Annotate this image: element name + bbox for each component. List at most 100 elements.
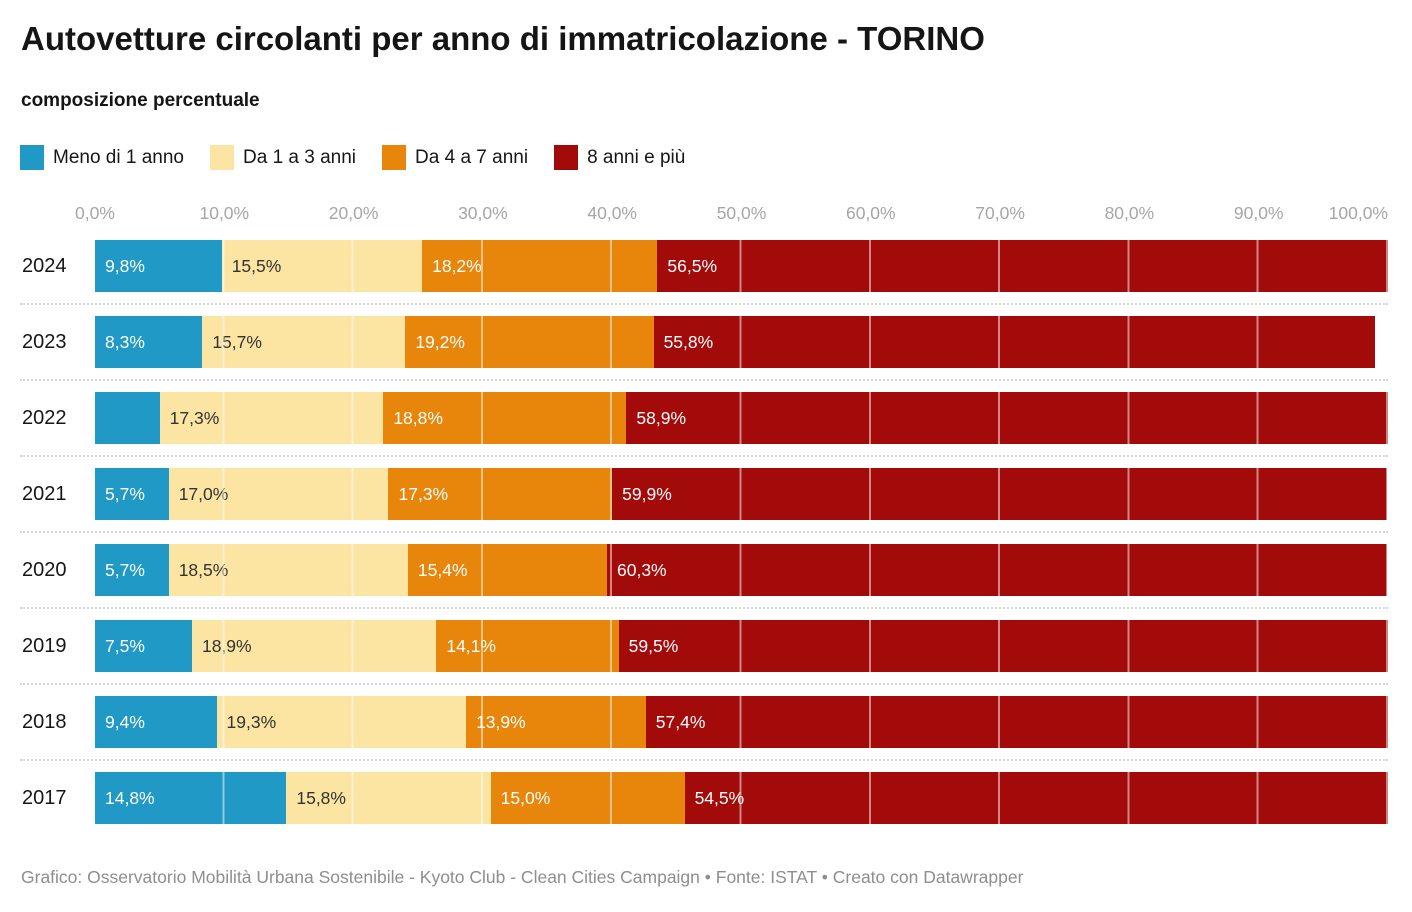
legend-item-da-4-a-7-anni: Da 4 a 7 anni: [382, 145, 528, 170]
legend-item-da-1-a-3-anni: Da 1 a 3 anni: [210, 145, 356, 170]
row-separator: [20, 379, 1388, 381]
bar-track: 17,3% 18,8% 58,9%: [95, 392, 1388, 444]
segment-value-label: 15,7%: [212, 331, 262, 352]
row-separator: [20, 683, 1388, 685]
segment-value-label: 14,8%: [105, 787, 155, 808]
bar-segment-da-1-a-3-anni[interactable]: 15,7%: [202, 316, 406, 368]
legend: Meno di 1 anno Da 1 a 3 anni Da 4 a 7 an…: [20, 145, 685, 170]
bar-segment-da-1-a-3-anni[interactable]: 18,5%: [168, 544, 408, 596]
bar-segment-da-1-a-3-anni[interactable]: 17,0%: [168, 468, 389, 520]
x-axis: 0,0% 10,0% 20,0% 30,0% 40,0% 50,0% 60,0%…: [75, 203, 1388, 227]
bar-segment-meno-di-1-anno[interactable]: 14,8%: [95, 772, 287, 824]
segment-value-label: 15,5%: [231, 255, 282, 276]
row-separator: [20, 455, 1388, 457]
bar-row-2019: 2019 7,5% 18,9% 14,1% 59,5%: [0, 620, 1412, 672]
segment-value-label: 15,8%: [296, 787, 346, 808]
legend-item-8-anni-e-piu: 8 anni e più: [554, 145, 685, 170]
page-subtitle: composizione percentuale: [21, 90, 260, 111]
segment-value-label: 19,2%: [415, 331, 465, 352]
bar-row-2018: 2018 9,4% 19,3% 13,9% 57,4%: [0, 696, 1412, 748]
bar-segment-8-anni-e-piu[interactable]: 58,9%: [626, 392, 1388, 444]
bar-segment-meno-di-1-anno[interactable]: 9,8%: [95, 240, 222, 292]
segment-value-label: 59,5%: [628, 635, 679, 656]
bar-segment-da-1-a-3-anni[interactable]: 17,3%: [159, 392, 384, 444]
bar-track: 9,8% 15,5% 18,2% 56,5%: [95, 240, 1388, 292]
bar-segment-da-1-a-3-anni[interactable]: 19,3%: [216, 696, 467, 748]
year-label: 2021: [22, 482, 67, 505]
legend-swatch-orange-icon: [382, 145, 407, 170]
segment-value-label: 17,3%: [169, 407, 220, 428]
bar-segment-da-4-a-7-anni[interactable]: 17,3%: [388, 468, 613, 520]
axis-tick: 90,0%: [1233, 203, 1284, 223]
bar-track: 7,5% 18,9% 14,1% 59,5%: [95, 620, 1388, 672]
bar-segment-8-anni-e-piu[interactable]: 54,5%: [684, 772, 1388, 824]
bar-segment-meno-di-1-anno[interactable]: 8,3%: [95, 316, 203, 368]
axis-tick: 70,0%: [975, 203, 1025, 223]
bar-segment-8-anni-e-piu[interactable]: 59,5%: [618, 620, 1388, 672]
bar-segment-meno-di-1-anno[interactable]: [95, 392, 160, 444]
axis-tick: 20,0%: [328, 203, 379, 223]
bar-segment-8-anni-e-piu[interactable]: 60,3%: [607, 544, 1387, 596]
bar-segment-da-4-a-7-anni[interactable]: 13,9%: [466, 696, 646, 748]
page-title: Autovetture circolanti per anno di immat…: [21, 20, 985, 57]
segment-value-label: 18,5%: [178, 559, 229, 580]
legend-label: 8 anni e più: [587, 146, 686, 168]
row-separator: [20, 607, 1388, 609]
bar-segment-meno-di-1-anno[interactable]: 9,4%: [95, 696, 217, 748]
segment-value-label: 13,9%: [476, 711, 526, 732]
bar-track: 9,4% 19,3% 13,9% 57,4%: [95, 696, 1388, 748]
segment-value-label: 18,8%: [393, 407, 443, 428]
year-label: 2024: [22, 254, 67, 277]
bar-segment-da-4-a-7-anni[interactable]: 18,2%: [422, 240, 658, 292]
axis-tick: 0,0%: [75, 203, 115, 223]
segment-value-label: 59,9%: [622, 483, 672, 504]
segment-value-label: 18,9%: [201, 635, 252, 656]
segment-value-label: 7,5%: [105, 635, 145, 656]
segment-value-label: 8,3%: [105, 331, 145, 352]
year-label: 2022: [22, 406, 67, 429]
segment-value-label: 5,7%: [105, 483, 145, 504]
legend-label: Da 4 a 7 anni: [415, 146, 529, 168]
segment-value-label: 14,1%: [446, 635, 496, 656]
year-label: 2019: [22, 634, 67, 657]
segment-value-label: 54,5%: [694, 787, 745, 808]
segment-value-label: 17,0%: [178, 483, 229, 504]
bar-segment-da-1-a-3-anni[interactable]: 15,5%: [221, 240, 423, 292]
bar-segment-da-4-a-7-anni[interactable]: 15,0%: [490, 772, 685, 824]
segment-value-label: 55,8%: [663, 331, 714, 352]
legend-label: Meno di 1 anno: [53, 146, 184, 168]
bar-segment-meno-di-1-anno[interactable]: 5,7%: [95, 544, 169, 596]
legend-swatch-red-icon: [554, 145, 579, 170]
year-label: 2023: [22, 330, 67, 353]
bar-segment-da-1-a-3-anni[interactable]: 15,8%: [286, 772, 491, 824]
bar-segment-da-1-a-3-anni[interactable]: 18,9%: [191, 620, 437, 672]
bar-segment-da-4-a-7-anni[interactable]: 18,8%: [383, 392, 627, 444]
bar-row-2020: 2020 5,7% 18,5% 15,4% 60,3%: [0, 544, 1412, 596]
bar-segment-8-anni-e-piu[interactable]: 56,5%: [657, 240, 1388, 292]
bar-track: 14,8% 15,8% 15,0% 54,5%: [95, 772, 1388, 824]
bar-track: 5,7% 17,0% 17,3% 59,9%: [95, 468, 1388, 520]
segment-value-label: 15,0%: [500, 787, 551, 808]
bar-segment-da-4-a-7-anni[interactable]: 15,4%: [407, 544, 607, 596]
segment-value-label: 15,4%: [417, 559, 468, 580]
bar-segment-meno-di-1-anno[interactable]: 5,7%: [95, 468, 169, 520]
segment-value-label: 9,4%: [105, 711, 145, 732]
axis-tick: 30,0%: [458, 203, 508, 223]
axis-tick: 80,0%: [1104, 203, 1155, 223]
bar-segment-da-4-a-7-anni[interactable]: 14,1%: [436, 620, 619, 672]
footer-credit: Grafico: Osservatorio Mobilità Urbana So…: [21, 867, 1024, 887]
bar-segment-meno-di-1-anno[interactable]: 7,5%: [95, 620, 192, 672]
bar-segment-8-anni-e-piu[interactable]: 57,4%: [645, 696, 1388, 748]
row-separator: [20, 759, 1388, 761]
segment-value-label: 9,8%: [105, 255, 145, 276]
bar-segment-8-anni-e-piu[interactable]: 55,8%: [653, 316, 1376, 368]
bar-segment-da-4-a-7-anni[interactable]: 19,2%: [405, 316, 654, 368]
bar-row-2022: 2022 17,3% 18,8% 58,9%: [0, 392, 1412, 444]
axis-tick: 50,0%: [716, 203, 767, 223]
bar-track: 5,7% 18,5% 15,4% 60,3%: [95, 544, 1388, 596]
bar-row-2024: 2024 9,8% 15,5% 18,2% 56,5%: [0, 240, 1412, 292]
axis-tick: 10,0%: [199, 203, 250, 223]
bar-segment-8-anni-e-piu[interactable]: 59,9%: [612, 468, 1387, 520]
axis-tick: 100,0%: [1328, 203, 1388, 223]
